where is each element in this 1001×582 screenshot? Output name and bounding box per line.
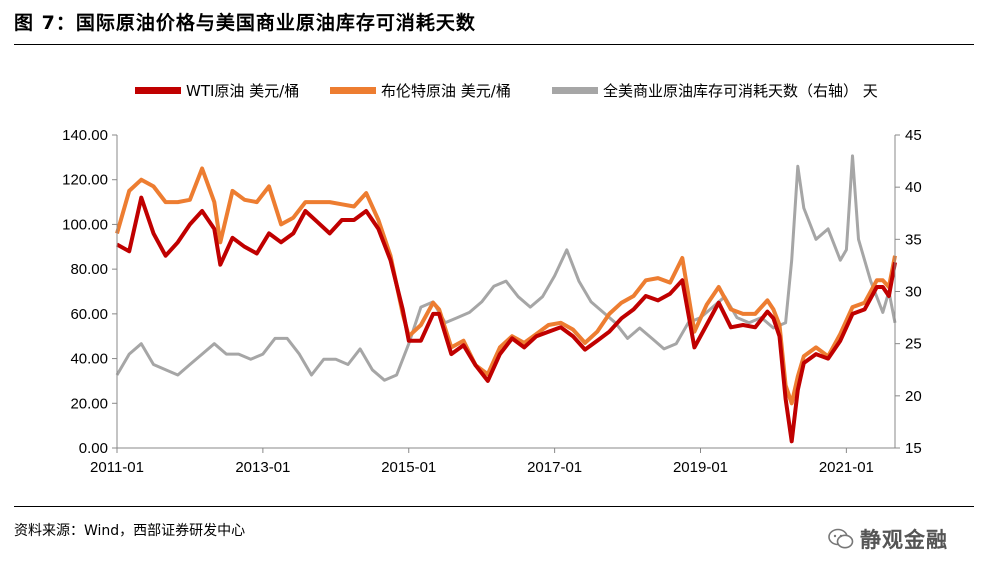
y-right-tick-label-2: 25 xyxy=(905,336,922,353)
chart-title: 图 7：国际原油价格与美国商业原油库存可消耗天数 xyxy=(14,12,476,34)
source-note: 资料来源：Wind，西部证券研发中心 xyxy=(14,523,246,539)
series-line-2 xyxy=(115,154,897,382)
y-right-tick-label-3: 30 xyxy=(905,284,922,301)
chart-legend: WTI原油 美元/桶 布伦特原油 美元/桶 全美商业原油库存可消耗天数（右轴） … xyxy=(0,80,1001,106)
x-tick-label-3: 2017-01 xyxy=(527,459,582,476)
series-line-0 xyxy=(116,195,897,444)
legend-item-inventory-days: 全美商业原油库存可消耗天数（右轴） 天 xyxy=(552,80,878,101)
wechat-icon xyxy=(828,528,854,549)
y-left-tick-label-2: 40.00 xyxy=(70,351,108,368)
y-left-tick-label-4: 80.00 xyxy=(70,261,108,278)
y-right-tick-label-4: 35 xyxy=(905,231,922,248)
y-left-tick-label-1: 20.00 xyxy=(70,395,108,412)
y-right-tick-label-5: 40 xyxy=(905,179,922,196)
legend-label-inventory-days: 全美商业原油库存可消耗天数（右轴） 天 xyxy=(603,82,878,100)
y-right-tick-label-6: 45 xyxy=(905,127,922,144)
y-left-tick-label-5: 100.00 xyxy=(62,216,108,233)
legend-label-wti: WTI原油 美元/桶 xyxy=(186,82,300,100)
x-tick-label-0: 2011-01 xyxy=(90,459,144,476)
y-left-tick-label-7: 140.00 xyxy=(62,127,108,144)
footer-rule xyxy=(14,506,974,507)
x-tick-label-4: 2019-01 xyxy=(673,459,728,476)
y-right-tick-label-1: 20 xyxy=(905,388,922,405)
legend-label-brent: 布伦特原油 美元/桶 xyxy=(381,82,511,100)
legend-item-brent: 布伦特原油 美元/桶 xyxy=(330,80,511,101)
series-line-1 xyxy=(115,166,897,406)
y-right-tick-label-0: 15 xyxy=(905,440,922,457)
y-left-tick-label-6: 120.00 xyxy=(62,172,108,189)
legend-swatch-inventory-days xyxy=(552,87,598,94)
watermark: 静观金融 xyxy=(828,524,948,554)
x-tick-label-1: 2013-01 xyxy=(235,459,290,476)
legend-item-wti: WTI原油 美元/桶 xyxy=(135,80,299,101)
y-left-tick-label-0: 0.00 xyxy=(79,440,108,457)
x-tick-label-2: 2015-01 xyxy=(381,459,436,476)
legend-swatch-brent xyxy=(330,87,376,94)
watermark-text: 静观金融 xyxy=(860,528,948,552)
title-rule xyxy=(14,44,974,45)
x-tick-label-5: 2021-01 xyxy=(819,459,874,476)
legend-swatch-wti xyxy=(135,87,181,94)
y-left-tick-label-3: 60.00 xyxy=(70,306,108,323)
